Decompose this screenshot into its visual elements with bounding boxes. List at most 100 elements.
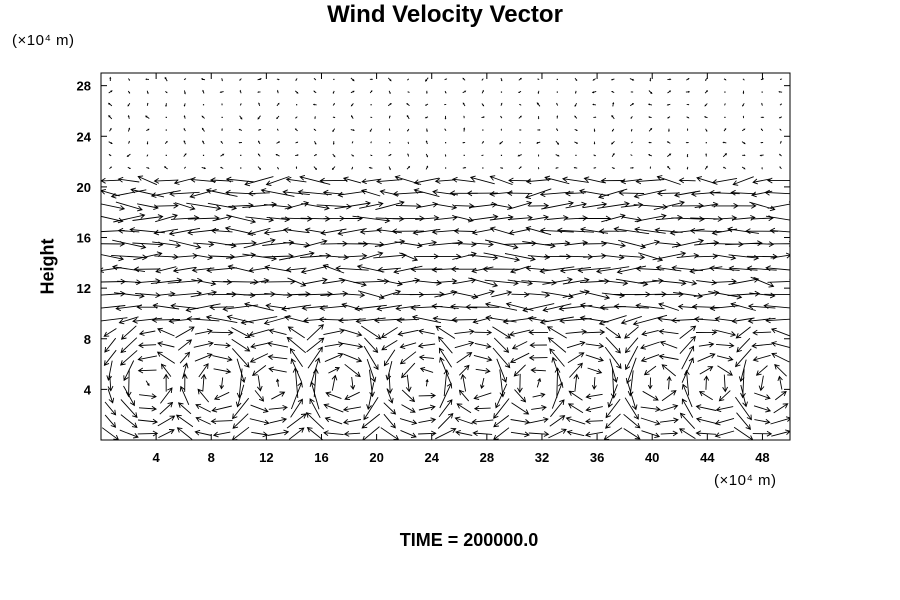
vector-arrow [683,369,690,396]
vector-arrow [146,102,149,106]
vector-arrow [481,154,484,157]
vector-arrow [751,190,773,198]
vector-arrow [387,103,392,107]
vector-arrow [276,89,279,94]
vector-arrow [258,140,261,145]
vector-arrow [472,241,494,248]
vector-arrow [471,418,494,425]
vector-arrow [425,378,429,387]
vector-arrow [413,177,440,186]
vector-arrow [544,175,570,185]
vector-arrow [352,215,391,224]
vector-arrow [693,316,718,323]
vector-arrow [106,360,113,381]
vector-arrow [232,413,249,429]
vector-arrow [375,200,405,211]
vector-arrow [640,417,661,426]
vector-dot [575,154,577,156]
vector-arrow [468,201,498,208]
vector-arrow [137,355,157,362]
vector-arrow [593,128,596,133]
vector-arrow [629,103,635,107]
vector-arrow [117,227,140,234]
vector-arrow [285,266,307,273]
vector-arrow [256,375,263,392]
vector-arrow [158,429,175,439]
vector-arrow [150,190,181,198]
vector-arrow [295,78,298,82]
vector-arrow [519,103,522,106]
vector-arrow [364,337,379,353]
y-tick-label: 28 [77,79,91,94]
vector-arrow [612,102,615,107]
vector-arrow [727,226,759,234]
vector-arrow [376,304,403,312]
vector-arrow [537,78,540,81]
vector-arrow [493,337,510,353]
vector-arrow [257,91,261,93]
vector-arrow [225,240,257,247]
vector-arrow [413,188,440,198]
vector-arrow [655,265,682,272]
vector-arrow [128,140,130,144]
vector-arrow [260,188,295,197]
vector-arrow [489,175,513,186]
vector-arrow [319,177,348,184]
vector-arrow [616,265,647,275]
vector-arrow [165,91,168,94]
vector-arrow [699,366,714,375]
vector-arrow [275,378,280,387]
vector-arrow [704,165,708,170]
vector-arrow [630,116,633,119]
vector-arrow [248,329,270,337]
vector-arrow [108,102,113,107]
vector-arrow [760,141,764,144]
vector-arrow [198,363,209,378]
vector-arrow [643,365,657,376]
vector-arrow [205,314,238,324]
vector-arrow [172,266,196,274]
vector-arrow [417,342,436,349]
vector-arrow [624,326,639,339]
vector-arrow [758,375,765,392]
vector-arrow [250,404,269,413]
vector-arrow [288,427,305,440]
vector-arrow [481,116,485,119]
vector-arrow [667,165,671,170]
vector-arrow [648,154,652,157]
vector-arrow [450,303,478,310]
vector-arrow [268,366,287,373]
vector-arrow [359,201,384,209]
vector-arrow [546,326,567,339]
vector-arrow [168,239,202,250]
vector-arrow [666,103,671,106]
vector-arrow [694,240,720,246]
vector-arrow [299,174,331,185]
vector-arrow [484,239,519,250]
vector-arrow [332,90,335,94]
vector-arrow [437,412,454,429]
vector-arrow [127,103,131,107]
vector-arrow [444,128,447,131]
vector-arrow [407,153,410,157]
vector-arrow [456,352,473,364]
vector-arrow [508,228,531,236]
vector-arrow [350,115,354,119]
vector-arrow [276,102,280,107]
vector-arrow [380,427,400,440]
vector-arrow [338,317,366,324]
vector-arrow [146,154,149,157]
vector-arrow [585,418,604,425]
vector-arrow [391,228,425,235]
vector-arrow [310,357,321,383]
vector-arrow [519,129,522,131]
vector-arrow [103,349,117,367]
x-tick-label: 44 [700,450,715,465]
vector-arrow [350,129,355,132]
vector-arrow [312,368,319,398]
vector-arrow [500,167,504,169]
vector-arrow [714,254,737,261]
vector-arrow [247,190,270,197]
vector-arrow [559,266,592,274]
vector-arrow [750,276,775,288]
